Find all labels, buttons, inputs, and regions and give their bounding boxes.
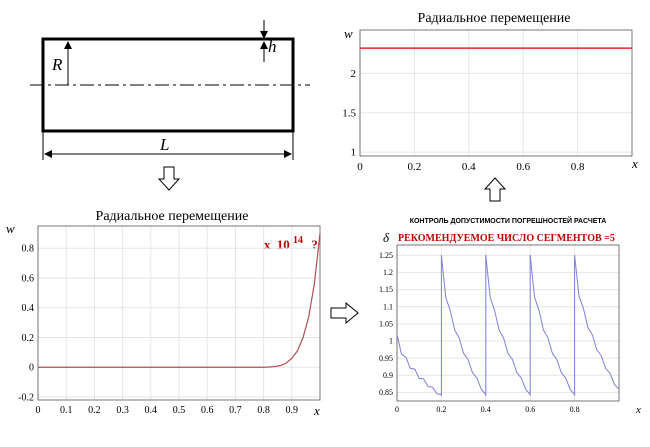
x-tick-label: 0.7: [229, 405, 242, 416]
y-tick-label: 0.85: [379, 388, 393, 397]
series-segment: [485, 255, 531, 395]
chart-bottom-right-svg: КОНТРОЛЬ ДОПУСТИМОСТИ ПОГРЕШНОСТЕЙ РАСЧЕ…: [379, 216, 641, 416]
cylinder-diagram-svg: R h L: [30, 20, 310, 160]
y-axis-label: w: [6, 221, 15, 236]
x-tick-label: 0.5: [173, 405, 186, 416]
plot-frame: [37, 225, 321, 401]
x-axis-label: x: [631, 156, 638, 171]
y-tick-label: 0.4: [22, 303, 35, 314]
y-tick-label: 0.6: [22, 273, 35, 284]
x-tick-label: 0: [357, 161, 363, 173]
x-tick-label: 0.2: [88, 405, 101, 416]
scale-annotation: x 10 14 ?: [264, 231, 318, 252]
x-tick-label: 0.8: [570, 405, 580, 414]
x-tick-label: 0.1: [60, 405, 73, 416]
y-tick-label: 1.1: [383, 302, 393, 311]
x-tick-label: 0: [36, 405, 41, 416]
x-tick-label: 0.2: [436, 405, 446, 414]
series-segment: [529, 255, 575, 395]
y-tick-label: 0.95: [379, 354, 393, 363]
x-tick-label: 0.3: [116, 405, 129, 416]
chart-subtitle: РЕКОМЕНДУЕМОЕ ЧИСЛО СЕГМЕНТОВ =5: [398, 233, 615, 244]
x-tick-label: 0.9: [286, 405, 299, 416]
y-tick-label: 1.25: [379, 251, 393, 260]
chart-title: Радиальное перемещение: [418, 11, 571, 26]
y-tick-label: 1: [389, 337, 393, 346]
x-tick-label: 0.4: [462, 161, 476, 173]
scale-suffix: ?: [311, 237, 318, 252]
chart-bottom-left-svg: Радиальное перемещение w x x 10 14 ? 0 0.…: [6, 209, 321, 418]
chart-bottom-left: Радиальное перемещение w x x 10 14 ? 0 0.…: [0, 200, 330, 442]
chart-top-right: Радиальное перемещение w x 0 0.2 0.4 0.6 0.8…: [330, 0, 650, 200]
radius-label: R: [51, 55, 63, 74]
chart-title: КОНТРОЛЬ ДОПУСТИМОСТИ ПОГРЕШНОСТЕЙ РАСЧЕ…: [410, 216, 607, 225]
thickness-label: h: [268, 37, 277, 56]
x-tick-label: 0.4: [481, 405, 491, 414]
arrow-up-icon: [484, 177, 506, 202]
scale-exponent: 14: [293, 235, 303, 246]
plot-frame: [359, 29, 633, 157]
y-tick-label: 1.15: [379, 285, 393, 294]
y-tick-label: 0: [29, 363, 34, 374]
scale-base: 10: [277, 237, 290, 252]
arrow-down-icon: [158, 166, 180, 191]
y-tick-label: 1.05: [379, 320, 393, 329]
y-tick-label: 1.2: [383, 268, 393, 277]
y-tick-label: 0.9: [383, 371, 393, 380]
y-axis-label: w: [344, 26, 353, 41]
chart-title: Радиальное перемещение: [96, 209, 249, 224]
x-tick-label: 0.6: [516, 161, 530, 173]
y-tick-label: -0.2: [18, 392, 34, 403]
series-line: [38, 233, 321, 368]
chart-top-right-svg: Радиальное перемещение w x 0 0.2 0.4 0.6 0.8…: [342, 11, 638, 173]
y-tick-label: 1: [351, 147, 357, 159]
series-segment: [396, 333, 442, 395]
x-tick-label: 0.8: [257, 405, 270, 416]
y-tick-label: 2: [351, 68, 357, 80]
series-segment: [574, 255, 620, 390]
arrow-right-icon: [330, 302, 359, 324]
series-segment: [440, 255, 487, 395]
x-tick-label: 0.8: [571, 161, 585, 173]
x-tick-label: 0.4: [145, 405, 158, 416]
y-tick-label: 0.8: [22, 244, 35, 255]
y-axis-label: δ: [383, 230, 390, 245]
x-axis-label: x: [635, 404, 641, 416]
x-tick-label: 0.6: [525, 405, 535, 414]
x-tick-label: 0: [395, 405, 399, 414]
chart-bottom-right: КОНТРОЛЬ ДОПУСТИМОСТИ ПОГРЕШНОСТЕЙ РАСЧЕ…: [360, 205, 650, 442]
plot-frame: [396, 244, 620, 402]
y-tick-label: 1.5: [342, 107, 356, 119]
y-tick-label: 0.2: [22, 333, 35, 344]
x-tick-label: 0.6: [201, 405, 214, 416]
x-axis-label: x: [313, 403, 320, 418]
length-label: L: [159, 135, 169, 154]
cylinder-diagram: R h L: [0, 0, 330, 170]
x-tick-label: 0.2: [408, 161, 422, 173]
scale-prefix: x: [264, 237, 271, 252]
